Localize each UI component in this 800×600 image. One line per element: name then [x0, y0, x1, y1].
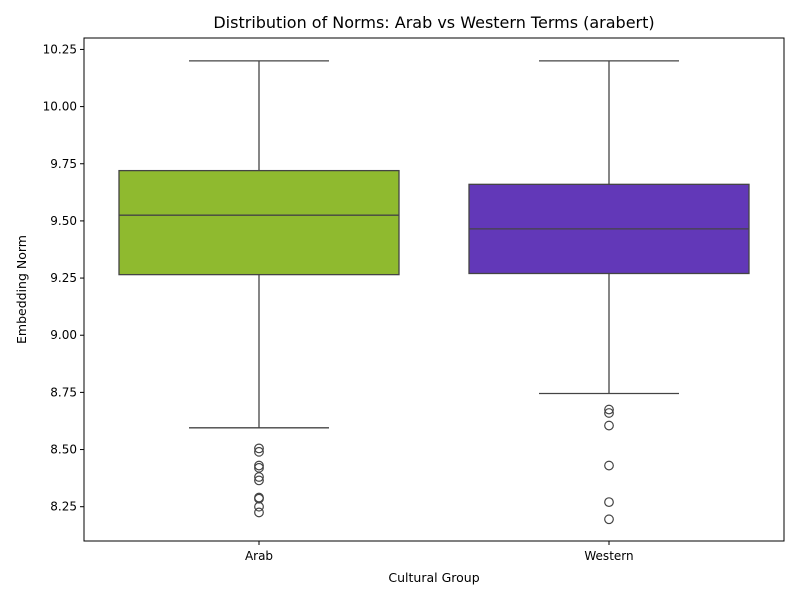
box-group-western	[468, 60, 750, 525]
chart-title: Distribution of Norms: Arab vs Western T…	[213, 13, 654, 32]
outlier-point	[604, 514, 614, 525]
box-iqr	[118, 169, 400, 276]
box-group-arab	[118, 60, 400, 518]
outlier-point	[604, 497, 614, 508]
x-tick-label: Arab	[245, 549, 273, 563]
plot-frame	[83, 37, 785, 542]
x-tick-label: Western	[584, 549, 633, 563]
outlier-point	[254, 501, 264, 512]
plot-area	[83, 37, 785, 542]
y-tick-label: 10.00	[43, 100, 77, 114]
y-tick-label: 9.50	[50, 214, 77, 228]
x-axis-label: Cultural Group	[388, 570, 479, 585]
y-tick-label: 8.50	[50, 443, 77, 457]
y-tick-label: 9.25	[50, 271, 77, 285]
y-tick-label: 9.75	[50, 157, 77, 171]
outlier-point	[254, 475, 264, 486]
y-tick-label: 8.75	[50, 385, 77, 399]
outlier-point	[604, 408, 614, 418]
y-axis: 8.25 8.50 8.75 9.00 9.25 9.50 9.75 10.00 10.25	[43, 42, 84, 514]
y-tick-label: 9.00	[50, 328, 77, 342]
y-tick-label: 10.25	[43, 42, 77, 56]
outlier-point	[254, 443, 264, 454]
outlier-point	[604, 460, 614, 471]
outlier-point	[254, 507, 264, 518]
y-axis-label: Embedding Norm	[14, 235, 29, 344]
y-tick-label: 8.25	[50, 500, 77, 514]
outlier-point	[254, 446, 264, 457]
outlier-point	[604, 420, 614, 431]
outlier-point	[604, 404, 614, 415]
x-axis: Arab Western	[245, 541, 634, 563]
outlier-point	[254, 472, 264, 482]
